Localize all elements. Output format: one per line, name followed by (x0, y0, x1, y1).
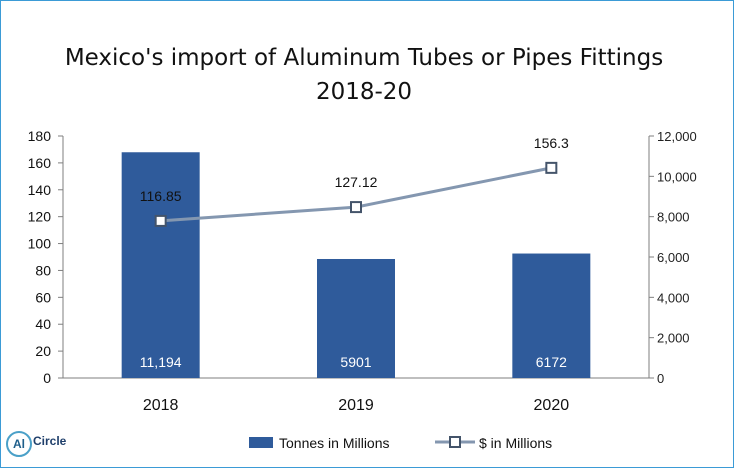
alcircle-logo-mark: Al (6, 431, 32, 457)
right-tick-label: 6,000 (657, 250, 690, 265)
line-series (154, 161, 558, 227)
alcircle-logo-word: Circle (33, 434, 67, 448)
chart-title: Mexico's import of Aluminum Tubes or Pip… (65, 45, 663, 105)
right-axis-ticks: 0 2,000 4,000 6,000 8,000 10,000 12,000 (649, 129, 697, 386)
line-data-labels: 116.85 127.12 156.3 (140, 135, 569, 204)
category-label-2019: 2019 (338, 397, 374, 414)
left-tick-label: 80 (35, 262, 51, 278)
legend-swatch-tonnes (249, 437, 273, 448)
line-marker-2018 (154, 214, 167, 227)
chart-title-line-1: Mexico's import of Aluminum Tubes or Pip… (65, 45, 663, 71)
line-label-2019: 127.12 (335, 174, 378, 190)
line-label-2020: 156.3 (534, 135, 569, 151)
left-tick-label: 180 (28, 128, 52, 144)
left-tick-label: 40 (35, 316, 51, 332)
left-axis-ticks: 0 20 40 60 80 100 120 140 160 180 (28, 128, 63, 386)
bar-2018 (121, 152, 200, 378)
line-marker-2020 (545, 161, 558, 174)
left-tick-label: 120 (28, 209, 52, 225)
bar-data-labels: 11,194 5901 6172 (140, 354, 567, 370)
left-tick-label: 100 (28, 236, 52, 252)
right-tick-label: 0 (657, 371, 664, 386)
bar-2019 (317, 258, 395, 378)
alcircle-logo: Al Circle (6, 429, 70, 463)
legend-swatch-marker (449, 436, 461, 448)
right-tick-label: 2,000 (657, 331, 690, 346)
bar-2020 (512, 253, 591, 378)
left-tick-label: 0 (43, 370, 51, 386)
bar-label-2018: 11,194 (140, 354, 182, 370)
right-tick-label: 12,000 (657, 129, 697, 144)
category-label-2020: 2020 (534, 397, 570, 414)
line-marker-2019 (350, 201, 362, 214)
legend-label-dollars: $ in Millions (479, 435, 552, 451)
chart-title-line-2: 2018-20 (316, 79, 412, 105)
left-tick-label: 140 (28, 182, 52, 198)
right-tick-label: 8,000 (657, 210, 690, 225)
left-tick-label: 20 (35, 343, 51, 359)
category-label-2018: 2018 (143, 397, 179, 414)
bar-label-2020: 6172 (536, 354, 567, 370)
right-tick-label: 10,000 (657, 169, 697, 184)
bar-series (121, 152, 591, 378)
right-tick-label: 4,000 (657, 290, 690, 305)
left-tick-label: 60 (35, 289, 51, 305)
line-label-2018: 116.85 (140, 188, 182, 204)
bar-label-2019: 5901 (340, 354, 371, 370)
legend: Tonnes in Millions $ in Millions (249, 435, 552, 451)
left-tick-label: 160 (28, 155, 52, 171)
legend-label-tonnes: Tonnes in Millions (279, 435, 390, 451)
category-labels: 2018 2019 2020 (143, 397, 569, 414)
